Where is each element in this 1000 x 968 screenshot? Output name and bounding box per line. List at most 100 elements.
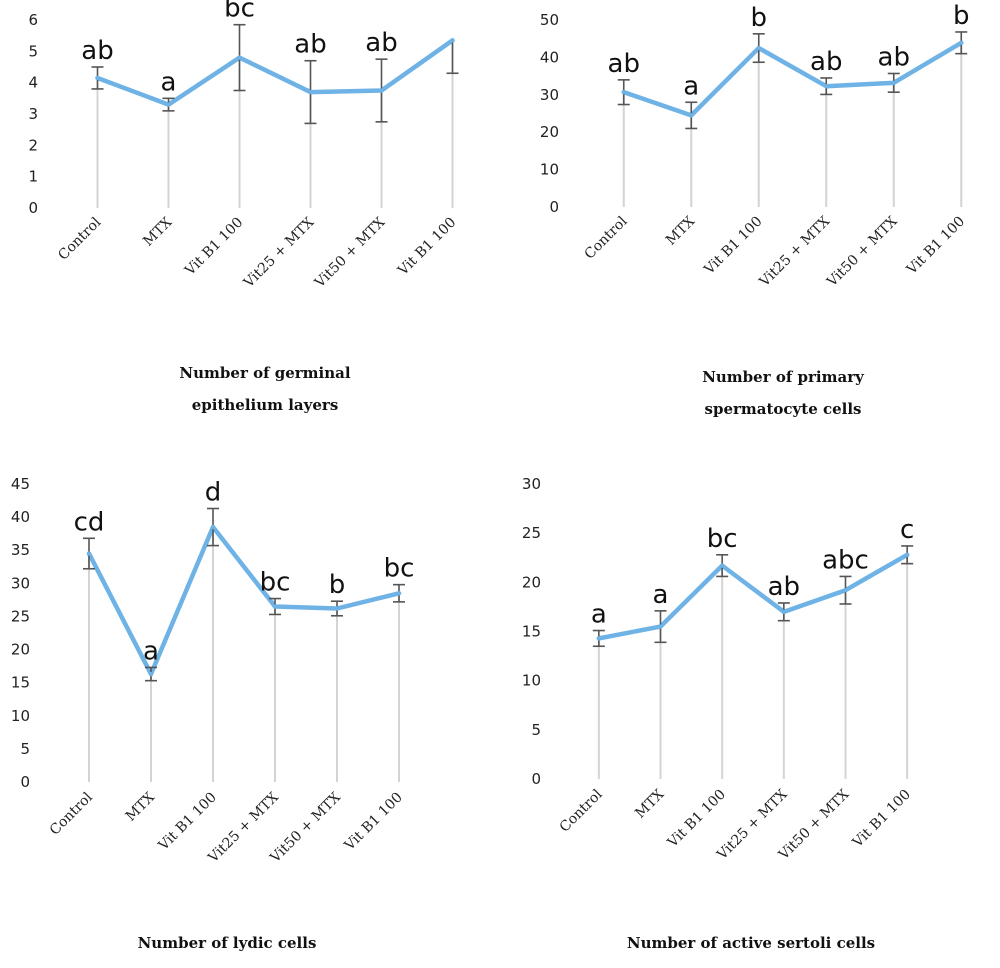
significance-letter: abc: [822, 545, 869, 575]
y-tick-label: 5: [20, 740, 30, 758]
series-line: [86, 524, 402, 677]
y-tick-label: 35: [11, 541, 30, 559]
y-tick-label: 20: [540, 123, 559, 141]
chart-title: epithelium layers: [192, 396, 339, 414]
y-tick-label: 40: [540, 48, 559, 66]
series-line: [596, 552, 910, 641]
x-tick-label: Vit50 + MTX: [311, 214, 388, 291]
data-point: [308, 89, 313, 95]
chart-title: spermatocyte cells: [705, 400, 862, 418]
data-point: [959, 40, 964, 46]
x-tick-label: MTX: [123, 789, 158, 824]
x-tick-label: Vit B1 100: [181, 215, 246, 280]
y-tick-label: 4: [28, 74, 38, 92]
y-tick-label: 10: [11, 707, 30, 725]
x-tick-label: Vit B1 100: [903, 214, 968, 279]
data-point: [756, 45, 761, 51]
error-bar: [446, 40, 459, 75]
chart-title: Number of primary: [702, 368, 865, 386]
x-tick-label: MTX: [632, 786, 667, 821]
y-tick-label: 15: [522, 623, 541, 641]
data-point: [166, 102, 171, 107]
x-tick-label: Vit25 + MTX: [756, 213, 833, 290]
y-tick-label: 5: [531, 721, 541, 739]
y-tick-label: 3: [28, 105, 38, 123]
x-tick-label: Vit B1 100: [155, 790, 220, 855]
significance-letter: a: [161, 67, 177, 97]
y-tick-label: 10: [522, 672, 541, 690]
significance-letter: a: [653, 580, 669, 610]
x-tick-label: Vit25 + MTX: [240, 214, 317, 291]
series-line: [621, 40, 964, 118]
chart-title: Number of lydic cells: [138, 934, 317, 952]
significance-letter: ab: [294, 30, 326, 60]
significance-letter: d: [205, 478, 222, 508]
x-tick-label: Vit B1 100: [341, 790, 406, 855]
significance-letter: c: [900, 515, 914, 545]
x-tick-label: Control: [55, 214, 104, 263]
significance-letter: b: [953, 1, 970, 31]
x-tick-label: Vit50 + MTX: [823, 213, 900, 290]
x-tick-label: Vit B1 100: [394, 215, 459, 280]
data-point: [658, 624, 663, 629]
significance-letter: cd: [74, 507, 105, 537]
data-point: [334, 606, 340, 611]
significance-letter: ab: [878, 42, 910, 72]
data-point: [272, 604, 278, 609]
data-point: [210, 524, 216, 530]
x-tick-label: MTX: [140, 214, 175, 249]
y-tick-label: 0: [20, 773, 30, 791]
significance-letter: ab: [768, 572, 800, 602]
chart-title: Number of active sertoli cells: [627, 934, 875, 952]
y-tick-label: 45: [11, 475, 30, 493]
data-point: [689, 113, 694, 118]
significance-letter: b: [750, 3, 767, 33]
significance-letter: bc: [384, 554, 415, 584]
data-point: [148, 671, 154, 677]
y-tick-label: 5: [28, 42, 38, 60]
data-point: [450, 38, 455, 43]
data-point: [781, 609, 787, 615]
y-tick-label: 30: [11, 574, 30, 592]
significance-letter: b: [329, 570, 346, 600]
significance-letter: bc: [707, 524, 738, 554]
x-tick-label: Vit B1 100: [664, 787, 729, 852]
y-tick-label: 30: [540, 86, 559, 104]
data-point: [843, 588, 848, 593]
significance-letter: c: [445, 0, 459, 6]
y-tick-label: 2: [28, 136, 38, 154]
y-tick-label: 0: [28, 199, 38, 217]
y-tick-label: 6: [28, 11, 38, 29]
y-tick-label: 25: [11, 607, 30, 625]
x-tick-label: MTX: [663, 213, 698, 248]
series-line: [95, 38, 455, 107]
significance-letter: a: [591, 600, 607, 630]
y-tick-label: 0: [549, 198, 559, 216]
y-tick-label: 20: [522, 573, 541, 591]
data-point: [86, 551, 92, 556]
x-tick-label: Control: [557, 786, 606, 835]
significance-letter: ab: [81, 36, 113, 66]
significance-letter: a: [143, 636, 159, 666]
y-tick-label: 30: [522, 475, 541, 493]
chart-title: Number of germinal: [179, 364, 350, 382]
y-tick-label: 1: [28, 168, 38, 186]
y-tick-label: 20: [11, 641, 30, 659]
data-point: [891, 80, 896, 86]
x-tick-label: Control: [47, 789, 96, 838]
significance-letter: ab: [365, 28, 397, 58]
significance-letter: ab: [608, 49, 640, 79]
x-tick-label: Control: [582, 213, 631, 262]
chart-panel-1: 0123456ababcababcControlMTXVit B1 100Vit…: [28, 0, 459, 414]
data-point: [237, 55, 242, 60]
significance-letter: bc: [260, 568, 291, 598]
x-tick-label: Vit B1 100: [849, 787, 914, 852]
significance-letter: ab: [810, 47, 842, 77]
y-tick-label: 15: [11, 674, 30, 692]
x-tick-label: Vit B1 100: [701, 214, 766, 279]
y-tick-label: 50: [540, 11, 559, 29]
